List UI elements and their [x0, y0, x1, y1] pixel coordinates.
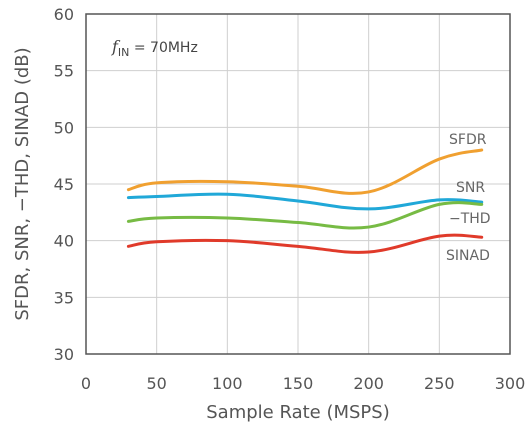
x-tick-label: 0: [81, 374, 91, 393]
y-tick-labels: 30 35 40 45 50 55 60: [54, 5, 74, 364]
y-tick-label: 40: [54, 232, 74, 251]
x-tick-label: 200: [353, 374, 384, 393]
series-label-3: SINAD: [446, 248, 490, 264]
series-group: [126, 148, 484, 254]
series-line-3: [126, 233, 484, 254]
y-tick-label: 55: [54, 62, 74, 81]
y-tick-label: 30: [54, 345, 74, 364]
y-tick-label: 60: [54, 5, 74, 24]
x-axis-title: Sample Rate (MSPS): [206, 402, 390, 423]
series-line-2: [126, 201, 484, 230]
series-line-0: [126, 148, 484, 195]
plot-frame: [85, 13, 511, 355]
series-label-1: SNR: [456, 180, 485, 196]
x-tick-label: 150: [283, 374, 314, 393]
annotation-italic: f: [111, 37, 121, 56]
frequency-annotation: fIN = 70MHz: [111, 37, 198, 59]
y-axis-title: SFDR, SNR, −THD, SINAD (dB): [12, 47, 33, 320]
series-labels: SFDR SNR −THD SINAD: [446, 132, 491, 264]
series-label-0: SFDR: [449, 132, 487, 148]
x-tick-label: 300: [495, 374, 526, 393]
annotation-subscript: IN: [118, 46, 129, 59]
series-label-2: −THD: [449, 211, 491, 227]
annotation-text: = 70MHz: [129, 40, 197, 56]
y-tick-label: 35: [54, 288, 74, 307]
x-tick-labels: 0 50 100 150 200 250 300: [81, 374, 525, 393]
x-tick-label: 50: [146, 374, 166, 393]
x-tick-label: 100: [212, 374, 243, 393]
y-tick-label: 45: [54, 175, 74, 194]
series-line-1: [126, 192, 484, 211]
y-tick-label: 50: [54, 118, 74, 137]
x-tick-label: 250: [424, 374, 455, 393]
